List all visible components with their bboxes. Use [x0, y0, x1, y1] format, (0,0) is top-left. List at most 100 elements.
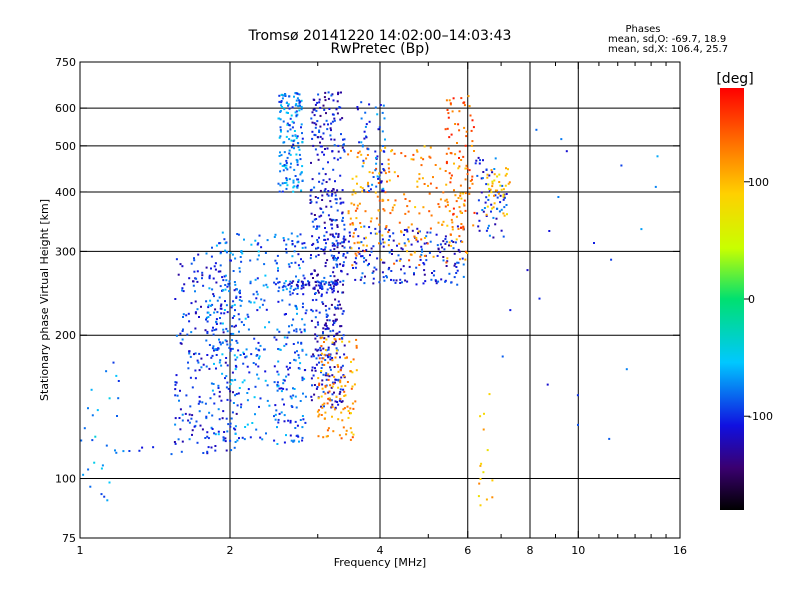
- data-point: [323, 221, 326, 224]
- data-point: [351, 385, 354, 388]
- data-point: [413, 251, 416, 254]
- data-point: [212, 333, 215, 336]
- data-point: [337, 150, 340, 153]
- data-point: [328, 307, 331, 310]
- data-point: [319, 207, 322, 210]
- data-point: [341, 400, 344, 403]
- data-point: [322, 390, 325, 393]
- data-point: [280, 100, 283, 102]
- data-point: [315, 218, 318, 220]
- data-point: [232, 402, 235, 404]
- data-point: [225, 449, 228, 452]
- data-point: [415, 283, 418, 286]
- data-point: [212, 293, 215, 296]
- data-point: [314, 292, 317, 294]
- data-point: [314, 367, 316, 370]
- data-point: [322, 302, 325, 305]
- data-point: [342, 334, 345, 337]
- data-point: [342, 216, 344, 219]
- data-point: [395, 279, 398, 282]
- data-point: [225, 304, 228, 307]
- data-point: [235, 365, 238, 368]
- data-point: [210, 426, 213, 429]
- data-point: [239, 354, 242, 356]
- data-point: [312, 225, 315, 228]
- data-point: [294, 92, 297, 95]
- data-point: [505, 167, 507, 170]
- data-point: [181, 413, 184, 416]
- data-point: [316, 340, 319, 343]
- data-point: [321, 383, 324, 386]
- data-point: [502, 193, 505, 196]
- data-point: [314, 326, 317, 329]
- data-point: [285, 187, 288, 190]
- data-point: [464, 209, 467, 212]
- data-point: [317, 435, 320, 438]
- data-point: [294, 261, 297, 264]
- data-point: [219, 270, 222, 273]
- data-point: [488, 194, 490, 197]
- data-point: [289, 117, 292, 120]
- data-point: [333, 408, 336, 411]
- data-point: [381, 163, 384, 166]
- data-point: [462, 155, 465, 158]
- data-point: [324, 354, 327, 357]
- data-point: [323, 189, 326, 192]
- data-point: [340, 201, 343, 204]
- data-point: [445, 160, 448, 163]
- data-point: [201, 401, 204, 404]
- data-point: [212, 326, 214, 329]
- data-point: [374, 106, 377, 109]
- data-point: [353, 242, 356, 245]
- y-tick-label: 100: [55, 473, 76, 486]
- data-point: [327, 283, 330, 286]
- data-point: [234, 257, 237, 260]
- data-point: [398, 242, 401, 245]
- data-point: [296, 97, 299, 100]
- data-point: [350, 387, 353, 390]
- data-point: [435, 233, 438, 236]
- data-point: [292, 186, 295, 189]
- data-point: [234, 378, 237, 381]
- data-point: [317, 273, 319, 276]
- data-point: [196, 441, 199, 444]
- data-point: [194, 312, 197, 315]
- data-point: [313, 99, 316, 101]
- data-point: [444, 170, 447, 172]
- data-point: [320, 295, 323, 298]
- data-point: [339, 369, 342, 372]
- data-point: [257, 254, 260, 257]
- data-point: [343, 246, 346, 249]
- data-point: [332, 285, 335, 288]
- data-point: [274, 283, 277, 286]
- stats-x-mode: mean, sd,X: 106.4, 25.7: [608, 44, 728, 55]
- data-point: [374, 227, 377, 230]
- data-point: [451, 221, 454, 224]
- data-point: [339, 356, 341, 359]
- data-point: [450, 174, 453, 177]
- data-point: [335, 378, 338, 381]
- data-point: [449, 233, 452, 236]
- data-point: [337, 365, 340, 368]
- data-point: [290, 405, 293, 407]
- data-point: [437, 280, 440, 283]
- data-point: [313, 186, 316, 189]
- data-point: [260, 298, 263, 301]
- data-point: [324, 349, 327, 351]
- data-point: [301, 306, 304, 309]
- data-point: [293, 168, 296, 171]
- data-point: [234, 432, 237, 435]
- data-point: [330, 205, 333, 208]
- data-point: [291, 106, 294, 109]
- data-point: [320, 414, 323, 416]
- data-point: [230, 332, 233, 335]
- data-point: [323, 364, 326, 366]
- data-point: [214, 308, 217, 311]
- data-point: [297, 142, 300, 145]
- data-point: [211, 329, 214, 332]
- data-point: [175, 381, 178, 384]
- data-point: [179, 408, 182, 411]
- data-point: [334, 194, 337, 197]
- data-point: [487, 227, 489, 230]
- data-point: [334, 356, 337, 359]
